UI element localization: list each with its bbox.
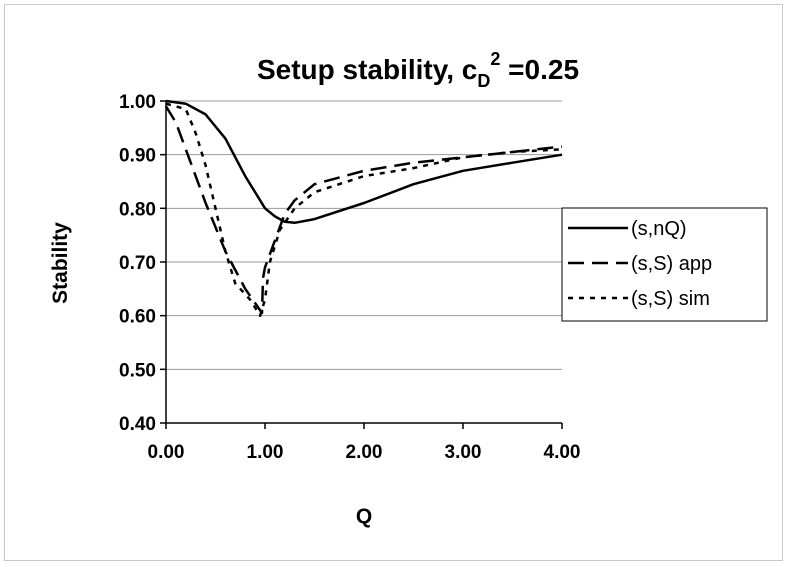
x-axis-label: Q [356,505,372,528]
legend-label-2: (s,S) app [631,253,712,275]
x-tick-label: 3.00 [445,442,482,463]
series-line-2 [164,105,563,315]
x-tick-labels: 0.00 1.00 2.00 3.00 4.00 [148,442,581,463]
y-tick-label: 0.80 [119,199,156,220]
y-axis-label: Stability [49,222,72,304]
x-tick-label: 0.00 [148,442,185,463]
y-tick-label: 0.60 [119,307,156,328]
y-tick-label: 1.00 [119,92,156,113]
series-line-1 [165,99,563,225]
y-tick-label: 0.90 [119,146,156,167]
y-tick-labels: 0.40 0.50 0.60 0.70 0.80 0.90 1.00 [119,92,156,435]
series-lines [164,99,563,317]
legend-label-3: (s,S) sim [631,288,710,310]
legend-label-1: (s,nQ) [631,218,687,240]
y-tick-label: 0.50 [119,360,156,381]
y-tick-label: 0.40 [119,414,156,435]
grid-lines [166,100,562,424]
chart-title: Setup stability, cD2 =0.25 [257,49,579,91]
y-tick-label: 0.70 [119,253,156,274]
x-tick-label: 1.00 [247,442,284,463]
legend: (s,nQ) (s,S) app (s,S) sim [561,207,768,322]
x-tick-label: 2.00 [346,442,383,463]
series-line-3 [165,102,563,317]
x-tick-label: 4.00 [544,442,581,463]
axes [160,100,563,429]
